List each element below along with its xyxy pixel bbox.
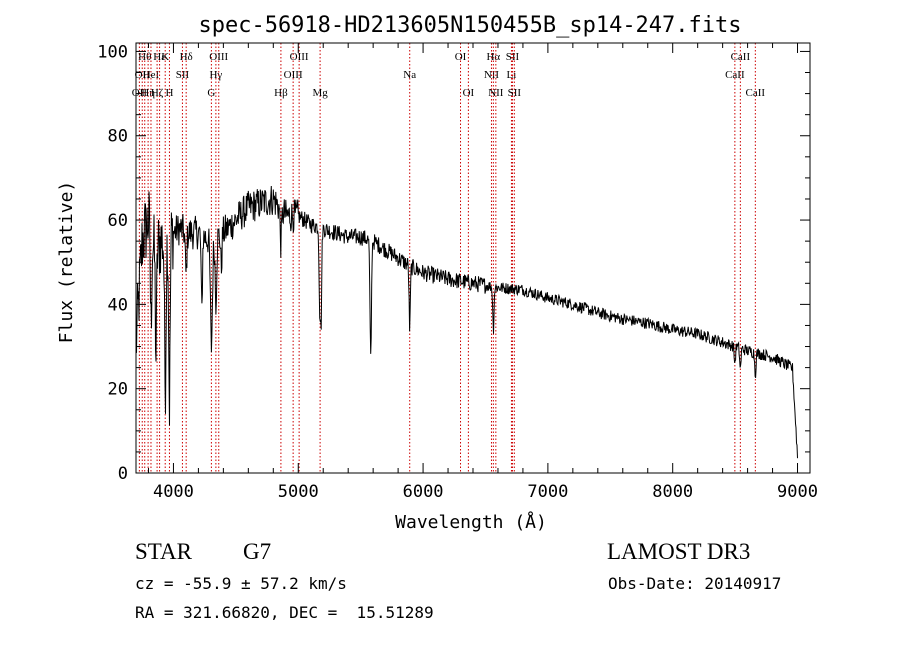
y-tick-label: 100 xyxy=(97,42,128,62)
survey-name: LAMOST DR3 xyxy=(607,539,751,564)
line-marker-label: K xyxy=(161,51,169,63)
line-marker-label: Li xyxy=(507,69,517,81)
line-marker-label: Mg xyxy=(312,87,328,99)
line-marker-label: OIII xyxy=(284,69,303,81)
line-marker-label: HeI xyxy=(143,69,160,81)
x-axis-label: Wavelength (Å) xyxy=(395,511,547,533)
line-markers: OIIOIIHθHηHeIHζHεKHSIIHδGHγOIIIHβOIIIOII… xyxy=(132,43,766,473)
chart-title: spec-56918-HD213605N150455B_sp14-247.fit… xyxy=(198,13,741,38)
spectrum-series xyxy=(135,185,798,459)
line-marker-label: Hα xyxy=(486,51,500,63)
axes: 4000 5000 6000 7000 8000 9000 0 20 40 60 80 100 xyxy=(97,42,818,502)
line-marker-label: Hζ xyxy=(151,87,164,99)
line-marker-label: Hη xyxy=(141,87,155,99)
line-marker-label: OIII xyxy=(290,51,309,63)
line-marker-label: CaII xyxy=(725,69,745,81)
line-marker-label: Hθ xyxy=(138,51,151,63)
y-tick-label: 40 xyxy=(108,295,128,315)
line-marker-label: H xyxy=(165,87,173,99)
obs-date: Obs-Date: 20140917 xyxy=(608,574,782,593)
line-marker-label: SII xyxy=(506,51,520,63)
y-axis-label: Flux (relative) xyxy=(56,181,77,344)
y-tick-label: 80 xyxy=(108,127,128,147)
x-tick-label: 5000 xyxy=(278,482,319,502)
redshift-readout: cz = -55.9 ± 57.2 km/s xyxy=(135,574,347,593)
x-tick-label: 8000 xyxy=(652,482,693,502)
y-tick-label: 60 xyxy=(108,211,128,231)
line-marker-label: SII xyxy=(508,87,522,99)
x-tick-label: 6000 xyxy=(403,482,444,502)
line-marker-label: CaII xyxy=(746,87,766,99)
line-marker-label: CaII xyxy=(731,51,751,63)
line-marker-label: Hδ xyxy=(180,51,193,63)
line-marker-label: Hε xyxy=(153,51,166,63)
plot-frame xyxy=(135,42,811,474)
x-tick-label: 9000 xyxy=(777,482,818,502)
line-marker-label: Hβ xyxy=(274,87,288,99)
line-marker-label: NII xyxy=(484,69,500,81)
line-marker-label: OI xyxy=(463,87,475,99)
y-tick-label: 20 xyxy=(108,380,128,400)
object-class: STAR xyxy=(135,539,192,564)
object-subclass: G7 xyxy=(243,539,272,564)
line-marker-label: SII xyxy=(176,69,190,81)
y-tick-label: 0 xyxy=(118,464,128,484)
line-marker-label: G xyxy=(207,87,215,99)
coordinates-readout: RA = 321.66820, DEC = 15.51289 xyxy=(135,603,434,622)
x-tick-label: 7000 xyxy=(527,482,568,502)
line-marker-label: Hγ xyxy=(209,69,222,81)
line-marker-label: Na xyxy=(403,69,416,81)
line-marker-label: OII xyxy=(135,69,151,81)
line-marker-label: OIII xyxy=(209,51,228,63)
line-marker-label: OI xyxy=(455,51,467,63)
x-tick-label: 4000 xyxy=(153,482,194,502)
spectrum-line xyxy=(135,185,798,459)
line-marker-label: NII xyxy=(488,87,504,99)
